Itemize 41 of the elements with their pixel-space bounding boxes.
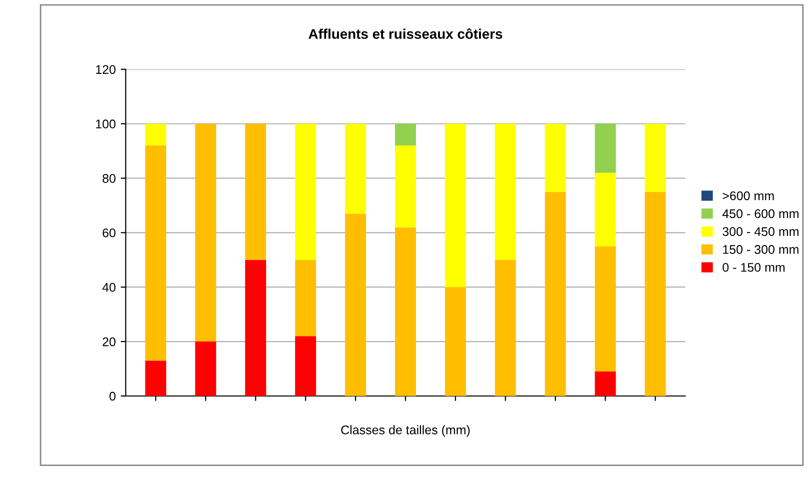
chart-title: Affluents et ruisseaux côtiers [308,28,502,39]
bar [395,227,416,396]
bar [594,172,616,246]
bar [395,124,416,146]
y-tick-label: 80 [102,174,116,183]
bar [444,287,466,396]
bar [594,124,616,173]
bar [494,124,516,260]
bar [594,246,616,372]
bar [544,124,566,192]
y-tick-label: 60 [102,228,116,238]
bar [395,146,416,228]
bar [145,360,166,396]
bar [345,214,366,396]
bar [195,124,216,342]
bar [195,342,216,396]
y-tick-label: 120 [96,65,116,74]
bar [594,372,616,396]
bar [644,192,666,396]
bar [145,146,166,361]
y-tick-label: 20 [102,337,116,346]
legend-label: 150 - 300 mm [723,245,798,254]
bar [145,124,166,146]
bar [295,336,316,396]
bar [295,124,316,260]
y-tick-label: 100 [96,120,116,128]
legend-label: 300 - 450 mm [722,227,798,236]
legend-label: 0 - 150 mm [722,262,785,272]
legend-label: >600 mm [722,191,774,200]
bar [245,124,266,260]
bar [295,260,316,336]
bar [345,124,366,214]
bar [494,260,516,396]
x-axis-title: Classes de tailles (mm) [341,425,470,437]
y-tick-label: 40 [102,282,116,292]
bar [544,192,566,396]
bar [444,124,466,288]
bar [644,124,666,192]
bar [245,260,266,396]
legend-label: 450 - 600 mm [722,209,798,218]
y-tick-label: 0 [110,392,116,401]
